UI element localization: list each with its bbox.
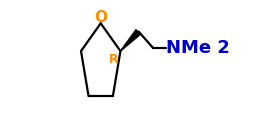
Text: NMe 2: NMe 2 [166, 39, 230, 57]
Text: R: R [109, 53, 118, 66]
Text: O: O [94, 10, 107, 25]
Polygon shape [120, 29, 141, 51]
